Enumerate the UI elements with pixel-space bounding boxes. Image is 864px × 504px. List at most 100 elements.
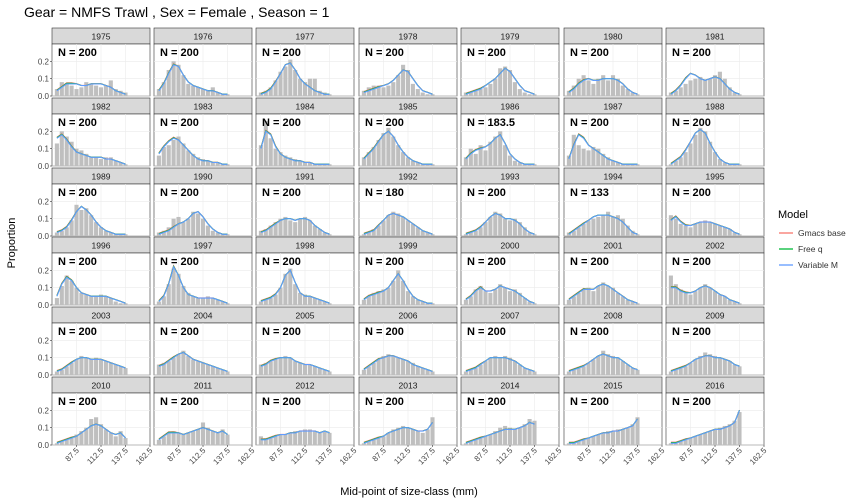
obs-bar [196,361,201,375]
sample-size-label: N = 200 [160,117,199,129]
x-tick-label: 162.5 [543,446,564,467]
sample-size-label: N = 200 [262,326,301,338]
facet-strip-label: 1975 [92,32,111,42]
obs-bar [200,298,206,305]
panel-2014: 2014 N = 200 87.5 112.5 137.5 162.5 [460,376,564,467]
facet-strip-label: 2012 [296,381,315,391]
panel-1994: 1994 N = 133 [563,167,663,237]
obs-bar [225,94,230,96]
obs-bar [625,299,630,305]
obs-bar [69,141,74,166]
facet-strip-label: 2014 [501,381,520,391]
obs-bar [493,289,498,305]
obs-bar [473,368,478,375]
obs-bar [103,85,108,96]
obs-bar [166,227,171,236]
panel-1995: 1995 N = 200 [665,167,765,237]
obs-bar [712,223,718,236]
obs-bar [473,90,478,96]
obs-bar [532,234,537,236]
obs-bar [727,164,732,166]
obs-bar [283,216,288,236]
obs-bar [576,78,581,96]
obs-bar [54,371,59,375]
obs-bar [59,369,64,375]
obs-bar [54,298,59,305]
obs-bar [493,78,498,96]
obs-bar [103,296,108,305]
pred-line-variable-m [363,355,433,373]
pred-line-variable-m [158,137,228,165]
obs-bar [215,368,220,375]
legend: Model Gmacs base Free q Variable M [778,209,846,270]
obs-bar [630,92,635,96]
obs-bar [293,284,298,305]
obs-bar [123,438,128,445]
obs-bar [386,354,391,375]
obs-bar [98,424,104,445]
obs-bar [181,222,186,236]
obs-bar [615,78,620,96]
obs-bar [89,296,94,305]
pred-line-variable-m [363,212,433,235]
obs-bar [191,85,196,96]
obs-bar [703,220,708,236]
obs-bar [186,432,191,445]
obs-bar [396,213,401,236]
obs-bar [381,289,386,305]
obs-bar [298,431,303,445]
pred-line-variable-m [465,212,535,235]
obs-bar [200,159,206,166]
y-tick-label: 0.2 [38,127,50,136]
y-tick-label: 0.1 [38,284,50,293]
obs-bar [396,357,401,375]
obs-bar [527,232,532,236]
obs-bar [401,359,406,375]
obs-bar [225,303,230,305]
x-tick-label: 137.5 [416,446,437,467]
obs-bar [722,227,727,236]
obs-bar [586,287,591,305]
obs-bar [507,70,513,96]
sample-size-label: N = 200 [160,47,199,59]
obs-bar [391,429,396,445]
obs-bar [512,82,517,96]
obs-bar [283,273,288,305]
sample-size-label: N = 200 [58,47,97,59]
obs-bar [220,369,225,375]
obs-bar [683,225,688,236]
panel-1980: 1980 N = 200 [563,27,663,97]
obs-bar [391,136,396,166]
obs-bar [69,438,74,445]
obs-bar [401,152,406,166]
panel-1988: 1988 N = 200 [665,97,765,167]
obs-bar [405,220,411,236]
obs-bar [215,162,220,166]
facet-strip-label: 2008 [604,311,623,321]
sample-size-label: N = 200 [570,396,609,408]
obs-bar [196,157,201,166]
x-axis-title: Mid-point of size-class (mm) [340,486,478,498]
pred-line-variable-m [568,214,638,235]
obs-bar [507,220,513,236]
facet-strip-label: 2000 [501,241,520,251]
obs-bar [717,357,722,375]
facet-strip-label: 2003 [92,311,111,321]
obs-bar [512,218,517,236]
pred-line-variable-m [363,130,433,165]
obs-bar [366,441,371,445]
pred-line-variable-m [465,285,535,304]
obs-bar [79,210,84,236]
obs-bar [263,299,268,305]
obs-bar [430,164,435,166]
obs-bar [181,75,186,96]
facet-strip-label: 1992 [399,172,418,182]
obs-bar [322,232,327,236]
obs-bar [410,160,415,166]
facet-strip-label: 1993 [501,172,520,182]
obs-bar [381,436,386,445]
obs-bar [293,70,298,96]
obs-bar [678,368,683,375]
obs-bar [54,143,59,166]
obs-bar [191,431,196,445]
